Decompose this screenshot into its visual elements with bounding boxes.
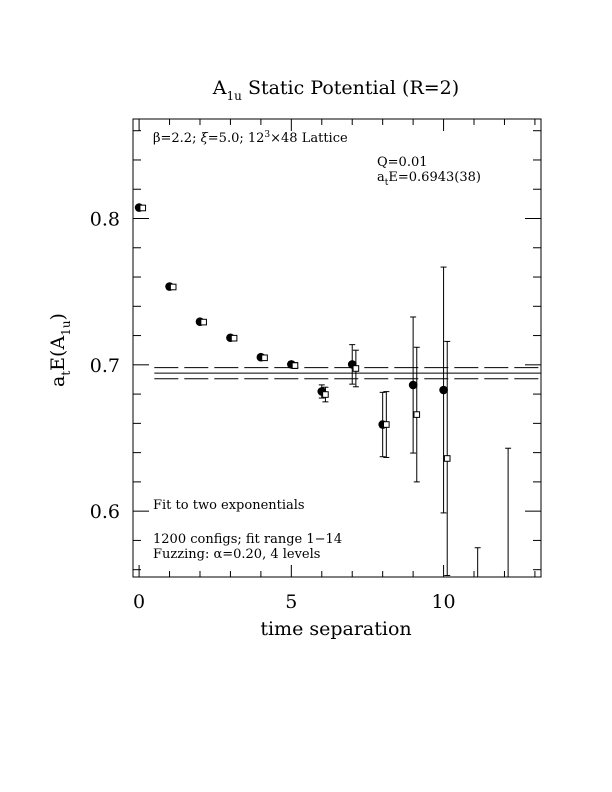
fit-energy-annotation: atE=0.6943(38) [377, 170, 481, 188]
fit-q-annotation: Q=0.01 [377, 155, 428, 170]
x-axis-label: time separation [260, 618, 411, 640]
data-point-filled-circle [408, 380, 418, 390]
y-axis-label: atE(A1u) [47, 313, 73, 387]
data-points [134, 203, 512, 595]
data-point-open-square [475, 589, 481, 595]
x-tick-label: 10 [431, 591, 455, 613]
data-point-open-square [291, 362, 299, 369]
data-point-open-square [139, 204, 147, 212]
data-point-open-square [200, 318, 207, 326]
data-point-filled-circle [439, 385, 448, 395]
y-tick-label: 0.8 [90, 209, 120, 231]
data-point-open-square [230, 334, 238, 342]
y-tick-label: 0.6 [90, 501, 120, 523]
tick-labels: 0 5 10 0.6 0.7 0.8 [90, 209, 456, 613]
plot-frame [132, 118, 542, 578]
data-point-open-square [505, 589, 511, 595]
x-tick-label: 0 [133, 591, 145, 613]
data-point-open-square [413, 411, 421, 418]
chart-title: A1u Static Potential (R=2) [212, 77, 459, 103]
data-point-open-square [169, 283, 177, 291]
configs-annotation: 1200 configs; fit range 1−14 [153, 532, 342, 547]
data-point-open-square [383, 421, 390, 428]
lattice-annotation: β=2.2; ξ=5.0; 123×48 Lattice [153, 130, 348, 146]
x-tick-label: 5 [285, 591, 297, 613]
y-tick-label: 0.7 [90, 355, 120, 377]
data-point-open-square [322, 391, 329, 398]
axis-ticks [133, 119, 541, 577]
data-point-open-square [443, 455, 451, 462]
data-point-open-square [261, 354, 268, 362]
fit-band [154, 367, 541, 380]
data-point-open-square [352, 365, 360, 372]
fuzzing-annotation: Fuzzing: α=0.20, 4 levels [153, 547, 320, 562]
fit-method-annotation: Fit to two exponentials [153, 498, 305, 513]
